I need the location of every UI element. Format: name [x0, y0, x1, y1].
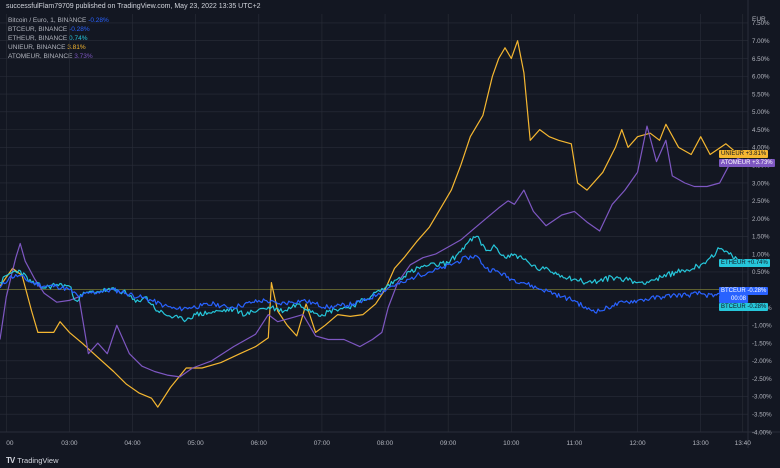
legend-row-btceur[interactable]: BTCEUR, BINANCE -0.28%	[8, 25, 109, 34]
y-tick-label: 1.50%	[752, 234, 770, 241]
y-tick-label: -2.50%	[752, 376, 772, 383]
price-tag-atomeur: ATOMEUR +3.73%	[719, 159, 775, 168]
legend-symbol: ETHEUR, BINANCE	[8, 35, 68, 42]
y-tick-label: 5.00%	[752, 109, 770, 116]
legend-value: 3.73%	[74, 53, 93, 60]
price-tag-unieur: UNIEUR +3.81%	[719, 150, 769, 159]
legend-value: -0.28%	[88, 17, 109, 24]
price-tag-btceur: BTCEUR -0.28%	[719, 287, 769, 296]
y-tick-label: 3.00%	[752, 180, 770, 187]
x-tick-label: 05:00	[188, 440, 205, 447]
publish-header: successfulFlam79709 published on Trading…	[6, 3, 261, 10]
y-tick-label: -3.00%	[752, 394, 772, 401]
legend-symbol: ATOMEUR, BINANCE	[8, 53, 73, 60]
x-tick-label: 03:00	[61, 440, 78, 447]
series-line-unieur	[0, 40, 744, 408]
y-tick-label: -3.50%	[752, 412, 772, 419]
x-tick-label: 10:00	[503, 440, 520, 447]
x-tick-label: 07:00	[314, 440, 331, 447]
y-tick-label: 1.00%	[752, 251, 770, 258]
legend-row-main[interactable]: Bitcoin / Euro, 1, BINANCE -0.28%	[8, 16, 109, 25]
x-tick-label: 13:00	[693, 440, 710, 447]
series-legend: Bitcoin / Euro, 1, BINANCE -0.28% BTCEUR…	[8, 16, 109, 61]
y-tick-label: -4.00%	[752, 429, 772, 436]
series-line-etheur	[0, 235, 744, 323]
legend-value: 0.74%	[69, 35, 88, 42]
legend-row-atomeur[interactable]: ATOMEUR, BINANCE 3.73%	[8, 52, 109, 61]
y-axis-unit-label: EUR	[752, 16, 766, 23]
x-tick-label: 04:00	[124, 440, 141, 447]
legend-symbol: UNIEUR, BINANCE	[8, 44, 66, 51]
y-tick-label: 4.00%	[752, 145, 770, 152]
legend-symbol: BTCEUR, BINANCE	[8, 26, 68, 33]
x-tick-label: 06:00	[251, 440, 268, 447]
y-tick-label: 4.50%	[752, 127, 770, 134]
y-tick-label: -1.00%	[752, 323, 772, 330]
y-tick-label: 2.50%	[752, 198, 770, 205]
x-tick-label: 09:00	[440, 440, 457, 447]
legend-value: -0.28%	[69, 26, 90, 33]
y-tick-label: 5.50%	[752, 91, 770, 98]
y-tick-label: 6.50%	[752, 56, 770, 63]
y-tick-label: 0.50%	[752, 269, 770, 276]
y-tick-label: 6.00%	[752, 74, 770, 81]
price-tag-btceur: BTCEUR -0.28%	[719, 302, 769, 311]
x-tick-label: 12:00	[629, 440, 646, 447]
x-tick-label: 08:00	[377, 440, 394, 447]
x-tick-label: 11:00	[567, 440, 583, 447]
x-tick-label: 00	[6, 440, 14, 447]
x-tick-label: 13:40	[735, 440, 752, 447]
y-tick-label: -2.00%	[752, 358, 772, 365]
legend-value: 3.81%	[67, 44, 86, 51]
legend-row-etheur[interactable]: ETHEUR, BINANCE 0.74%	[8, 34, 109, 43]
series-line-btceur	[0, 254, 744, 314]
y-tick-label: 7.00%	[752, 38, 770, 45]
legend-row-unieur[interactable]: UNIEUR, BINANCE 3.81%	[8, 43, 109, 52]
y-tick-label: 2.00%	[752, 216, 770, 223]
y-tick-label: 7.50%	[752, 20, 770, 27]
tradingview-logo-icon: TV	[6, 456, 15, 465]
footer-brand: TV TradingView	[6, 456, 59, 465]
series-line-atomeur	[0, 125, 744, 378]
legend-symbol: Bitcoin / Euro, 1, BINANCE	[8, 17, 87, 24]
price-tag-0008: 00:08	[719, 294, 748, 303]
y-tick-label: -1.50%	[752, 340, 772, 347]
brand-name: TradingView	[17, 456, 59, 465]
price-tag-etheur: ETHEUR +0.74%	[719, 259, 770, 268]
